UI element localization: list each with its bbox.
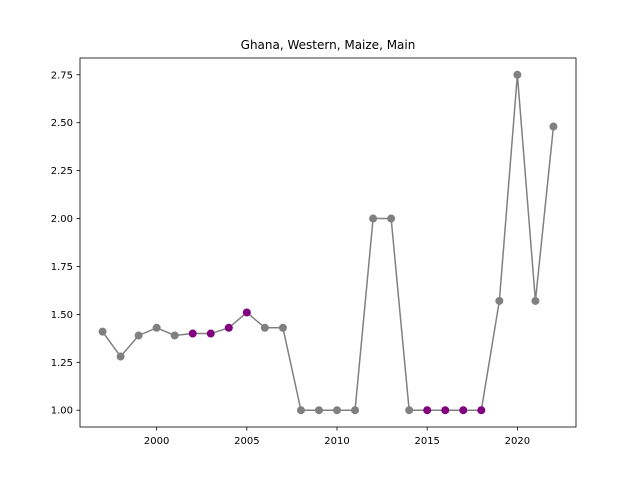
data-point: [369, 214, 378, 223]
data-point: [314, 406, 323, 415]
y-tick-label: 2.75: [51, 70, 73, 81]
highlighted-data-point: [477, 406, 486, 415]
data-point: [513, 70, 522, 79]
data-point: [278, 323, 287, 332]
data-point: [333, 406, 342, 415]
data-point: [405, 406, 414, 415]
data-point: [98, 327, 107, 336]
data-point: [152, 323, 161, 332]
x-tick-label: 2015: [414, 436, 439, 447]
y-tick-label: 1.25: [51, 358, 73, 369]
highlighted-data-point: [224, 323, 233, 332]
y-tick-label: 1.75: [51, 262, 73, 273]
highlighted-data-point: [188, 329, 197, 338]
y-tick-label: 1.50: [51, 310, 73, 321]
x-tick-label: 2000: [144, 436, 169, 447]
chart-title: Ghana, Western, Maize, Main: [241, 38, 416, 52]
y-tick-label: 2.00: [51, 214, 73, 225]
highlighted-data-point: [206, 329, 215, 338]
data-point: [260, 323, 269, 332]
y-tick-label: 1.00: [51, 406, 73, 417]
x-tick-label: 2005: [234, 436, 259, 447]
data-point: [116, 352, 125, 361]
data-point: [351, 406, 360, 415]
plot-frame: [79, 57, 577, 428]
highlighted-data-point: [441, 406, 450, 415]
x-tick-label: 2010: [324, 436, 349, 447]
data-point: [549, 122, 558, 131]
data-point: [495, 296, 504, 305]
y-tick-label: 2.25: [51, 166, 73, 177]
series-layer: [98, 70, 558, 415]
x-tick-label: 2020: [505, 436, 530, 447]
data-point: [134, 331, 143, 340]
highlighted-data-point: [242, 308, 251, 317]
axes-layer: 2000 2005 2010 2015 2020 1.00 1.25 1.50 1.75 2.00…: [51, 57, 577, 447]
data-point: [170, 331, 179, 340]
y-tick-label: 2.50: [51, 118, 73, 129]
highlighted-data-point: [423, 406, 432, 415]
data-point: [387, 214, 396, 223]
data-point: [296, 406, 305, 415]
highlighted-data-point: [459, 406, 468, 415]
data-point: [531, 296, 540, 305]
